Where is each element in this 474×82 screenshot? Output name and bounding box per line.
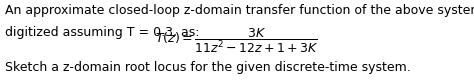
Text: An approximate closed-loop z-domain transfer function of the above system was: An approximate closed-loop z-domain tran… — [5, 4, 474, 17]
Text: Sketch a z-domain root locus for the given discrete-time system.: Sketch a z-domain root locus for the giv… — [5, 61, 410, 74]
Text: $T(z) = \dfrac{3K}{11z^2 - 12z + 1 + 3K}$: $T(z) = \dfrac{3K}{11z^2 - 12z + 1 + 3K}… — [155, 27, 319, 55]
Text: digitized assuming T = 0.3, as:: digitized assuming T = 0.3, as: — [5, 26, 199, 39]
